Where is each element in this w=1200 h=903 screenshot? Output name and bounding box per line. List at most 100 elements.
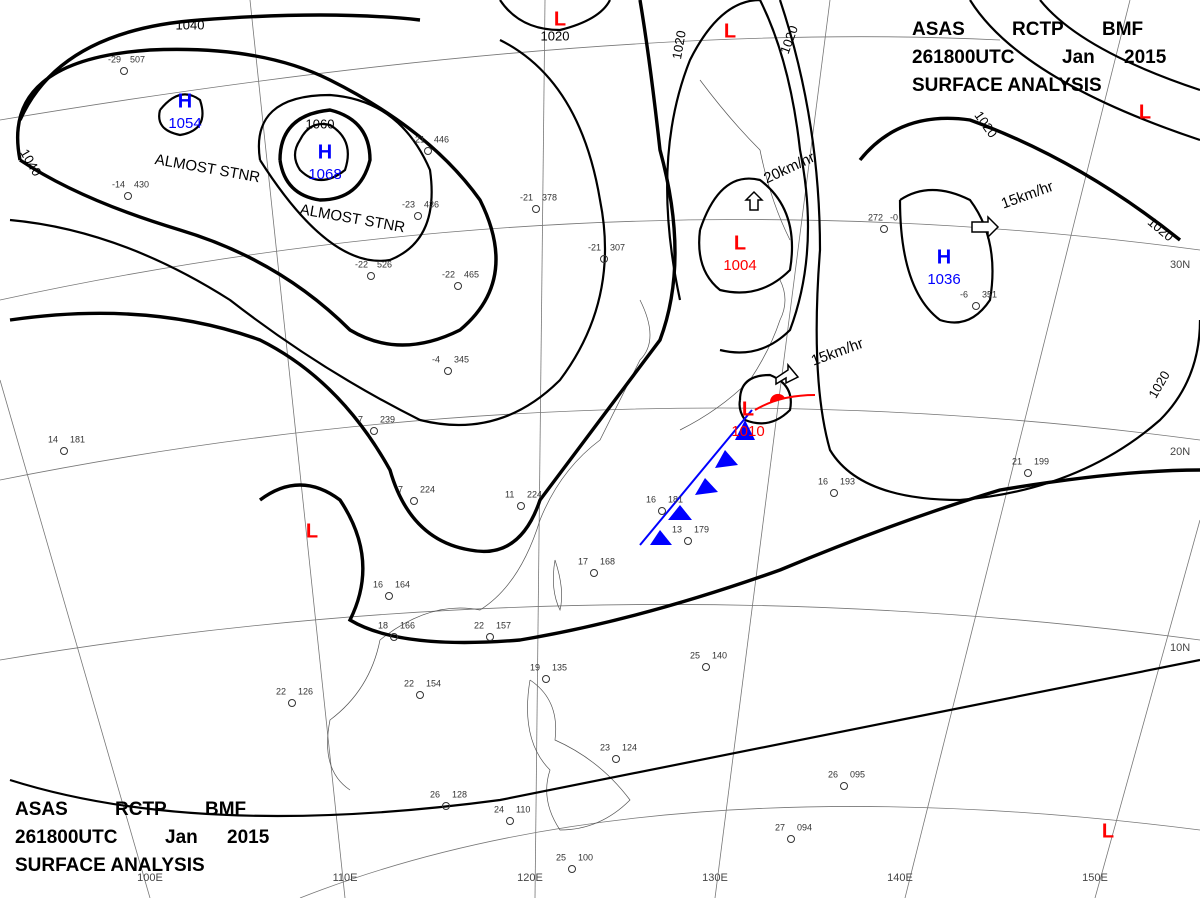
isobar (778, 0, 1200, 502)
station-temp: -22 (355, 259, 368, 269)
cold-front (639, 409, 753, 546)
coastline (699, 79, 791, 241)
station-temp: -21 (520, 192, 533, 202)
header-station: RCTP (1012, 19, 1064, 40)
station-temp: 25 (690, 650, 700, 660)
station-temp: 7 (398, 484, 403, 494)
station-marker (684, 537, 692, 545)
station-marker (702, 663, 710, 671)
station-pressure: 154 (426, 678, 441, 688)
station-marker (367, 272, 375, 280)
motion-arrow (775, 362, 800, 386)
station-marker (1024, 469, 1032, 477)
station-pressure: 345 (454, 354, 469, 364)
station-pressure: 100 (578, 852, 593, 862)
parallel (299, 806, 1200, 899)
meridian (249, 0, 346, 899)
isobar-label: 1020 (541, 28, 570, 43)
station-marker (288, 699, 296, 707)
station-pressure: 095 (850, 769, 865, 779)
isobar (698, 177, 794, 294)
header-center: BMF (205, 799, 246, 820)
station-pressure: 430 (134, 179, 149, 189)
meridian (534, 0, 546, 899)
station-marker (486, 633, 494, 641)
lon-label: 130E (702, 872, 728, 884)
header-product: ASAS (15, 799, 68, 820)
system-symbol: L (554, 8, 566, 30)
lat-label: 30N (1170, 259, 1190, 271)
station-marker (590, 569, 598, 577)
station-pressure: 224 (527, 489, 542, 499)
station-marker (612, 755, 620, 763)
station-marker (370, 427, 378, 435)
station-pressure: 124 (622, 742, 637, 752)
coastline (553, 559, 562, 612)
isobar (499, 0, 611, 32)
station-temp: 22 (276, 686, 286, 696)
station-marker (120, 67, 128, 75)
station-pressure: 507 (130, 54, 145, 64)
station-marker (840, 782, 848, 790)
header-time: 261800UTC (912, 47, 1015, 68)
station-temp: 27 (775, 822, 785, 832)
station-temp: 17 (578, 556, 588, 566)
meridian (1094, 519, 1200, 899)
coastline (527, 679, 631, 831)
station-temp: 13 (672, 524, 682, 534)
system-symbol: H (937, 246, 951, 268)
lon-label: 100E (137, 872, 163, 884)
isobar (15, 47, 498, 347)
station-pressure: 307 (610, 242, 625, 252)
station-pressure: 179 (694, 524, 709, 534)
station-temp: 272 (868, 212, 883, 222)
parallel (0, 219, 1200, 301)
header-month: Jan (165, 827, 198, 848)
isobar (278, 108, 372, 202)
station-temp: 21 (1012, 456, 1022, 466)
parallel (0, 604, 1200, 661)
system-symbol: L (734, 232, 746, 254)
station-marker (410, 497, 418, 505)
isobar-label: 1020 (669, 29, 689, 60)
meridian (904, 0, 1131, 899)
station-marker (385, 592, 393, 600)
station-temp: 16 (818, 476, 828, 486)
system-symbol: L (1102, 820, 1114, 842)
station-pressure: 110 (516, 804, 530, 814)
coastline (679, 279, 786, 431)
system-symbol: L (742, 398, 754, 420)
isobar (257, 93, 433, 262)
station-marker (60, 447, 68, 455)
station-pressure: 094 (797, 822, 812, 832)
isobar (1039, 0, 1200, 92)
station-temp: 19 (530, 662, 540, 672)
station-marker (414, 212, 422, 220)
header-time: 261800UTC (15, 827, 118, 848)
station-pressure: 465 (464, 269, 479, 279)
isobar (738, 373, 792, 425)
isobars (9, 0, 1200, 818)
isobar (293, 122, 349, 182)
station-marker (600, 255, 608, 263)
motion-arrow (744, 190, 764, 211)
cold-front-symbol (695, 478, 718, 495)
coastline (327, 639, 381, 791)
station-temp: 16 (373, 579, 383, 589)
station-pressure: 351 (982, 289, 997, 299)
station-temp: -21 (588, 242, 601, 252)
station-marker (416, 691, 424, 699)
station-pressure: 224 (420, 484, 435, 494)
station-temp: 22 (474, 620, 484, 630)
station-pressure: 166 (400, 620, 415, 630)
station-temp: -4 (432, 354, 440, 364)
isobar-label: 1060 (306, 116, 335, 131)
station-marker (124, 192, 132, 200)
station-pressure: 128 (452, 789, 467, 799)
station-pressure: 135 (552, 662, 567, 672)
station-temp: -21 (412, 134, 425, 144)
station-temp: 16 (646, 494, 656, 504)
system-pressure: 1068 (308, 166, 341, 183)
fronts (639, 190, 1000, 546)
